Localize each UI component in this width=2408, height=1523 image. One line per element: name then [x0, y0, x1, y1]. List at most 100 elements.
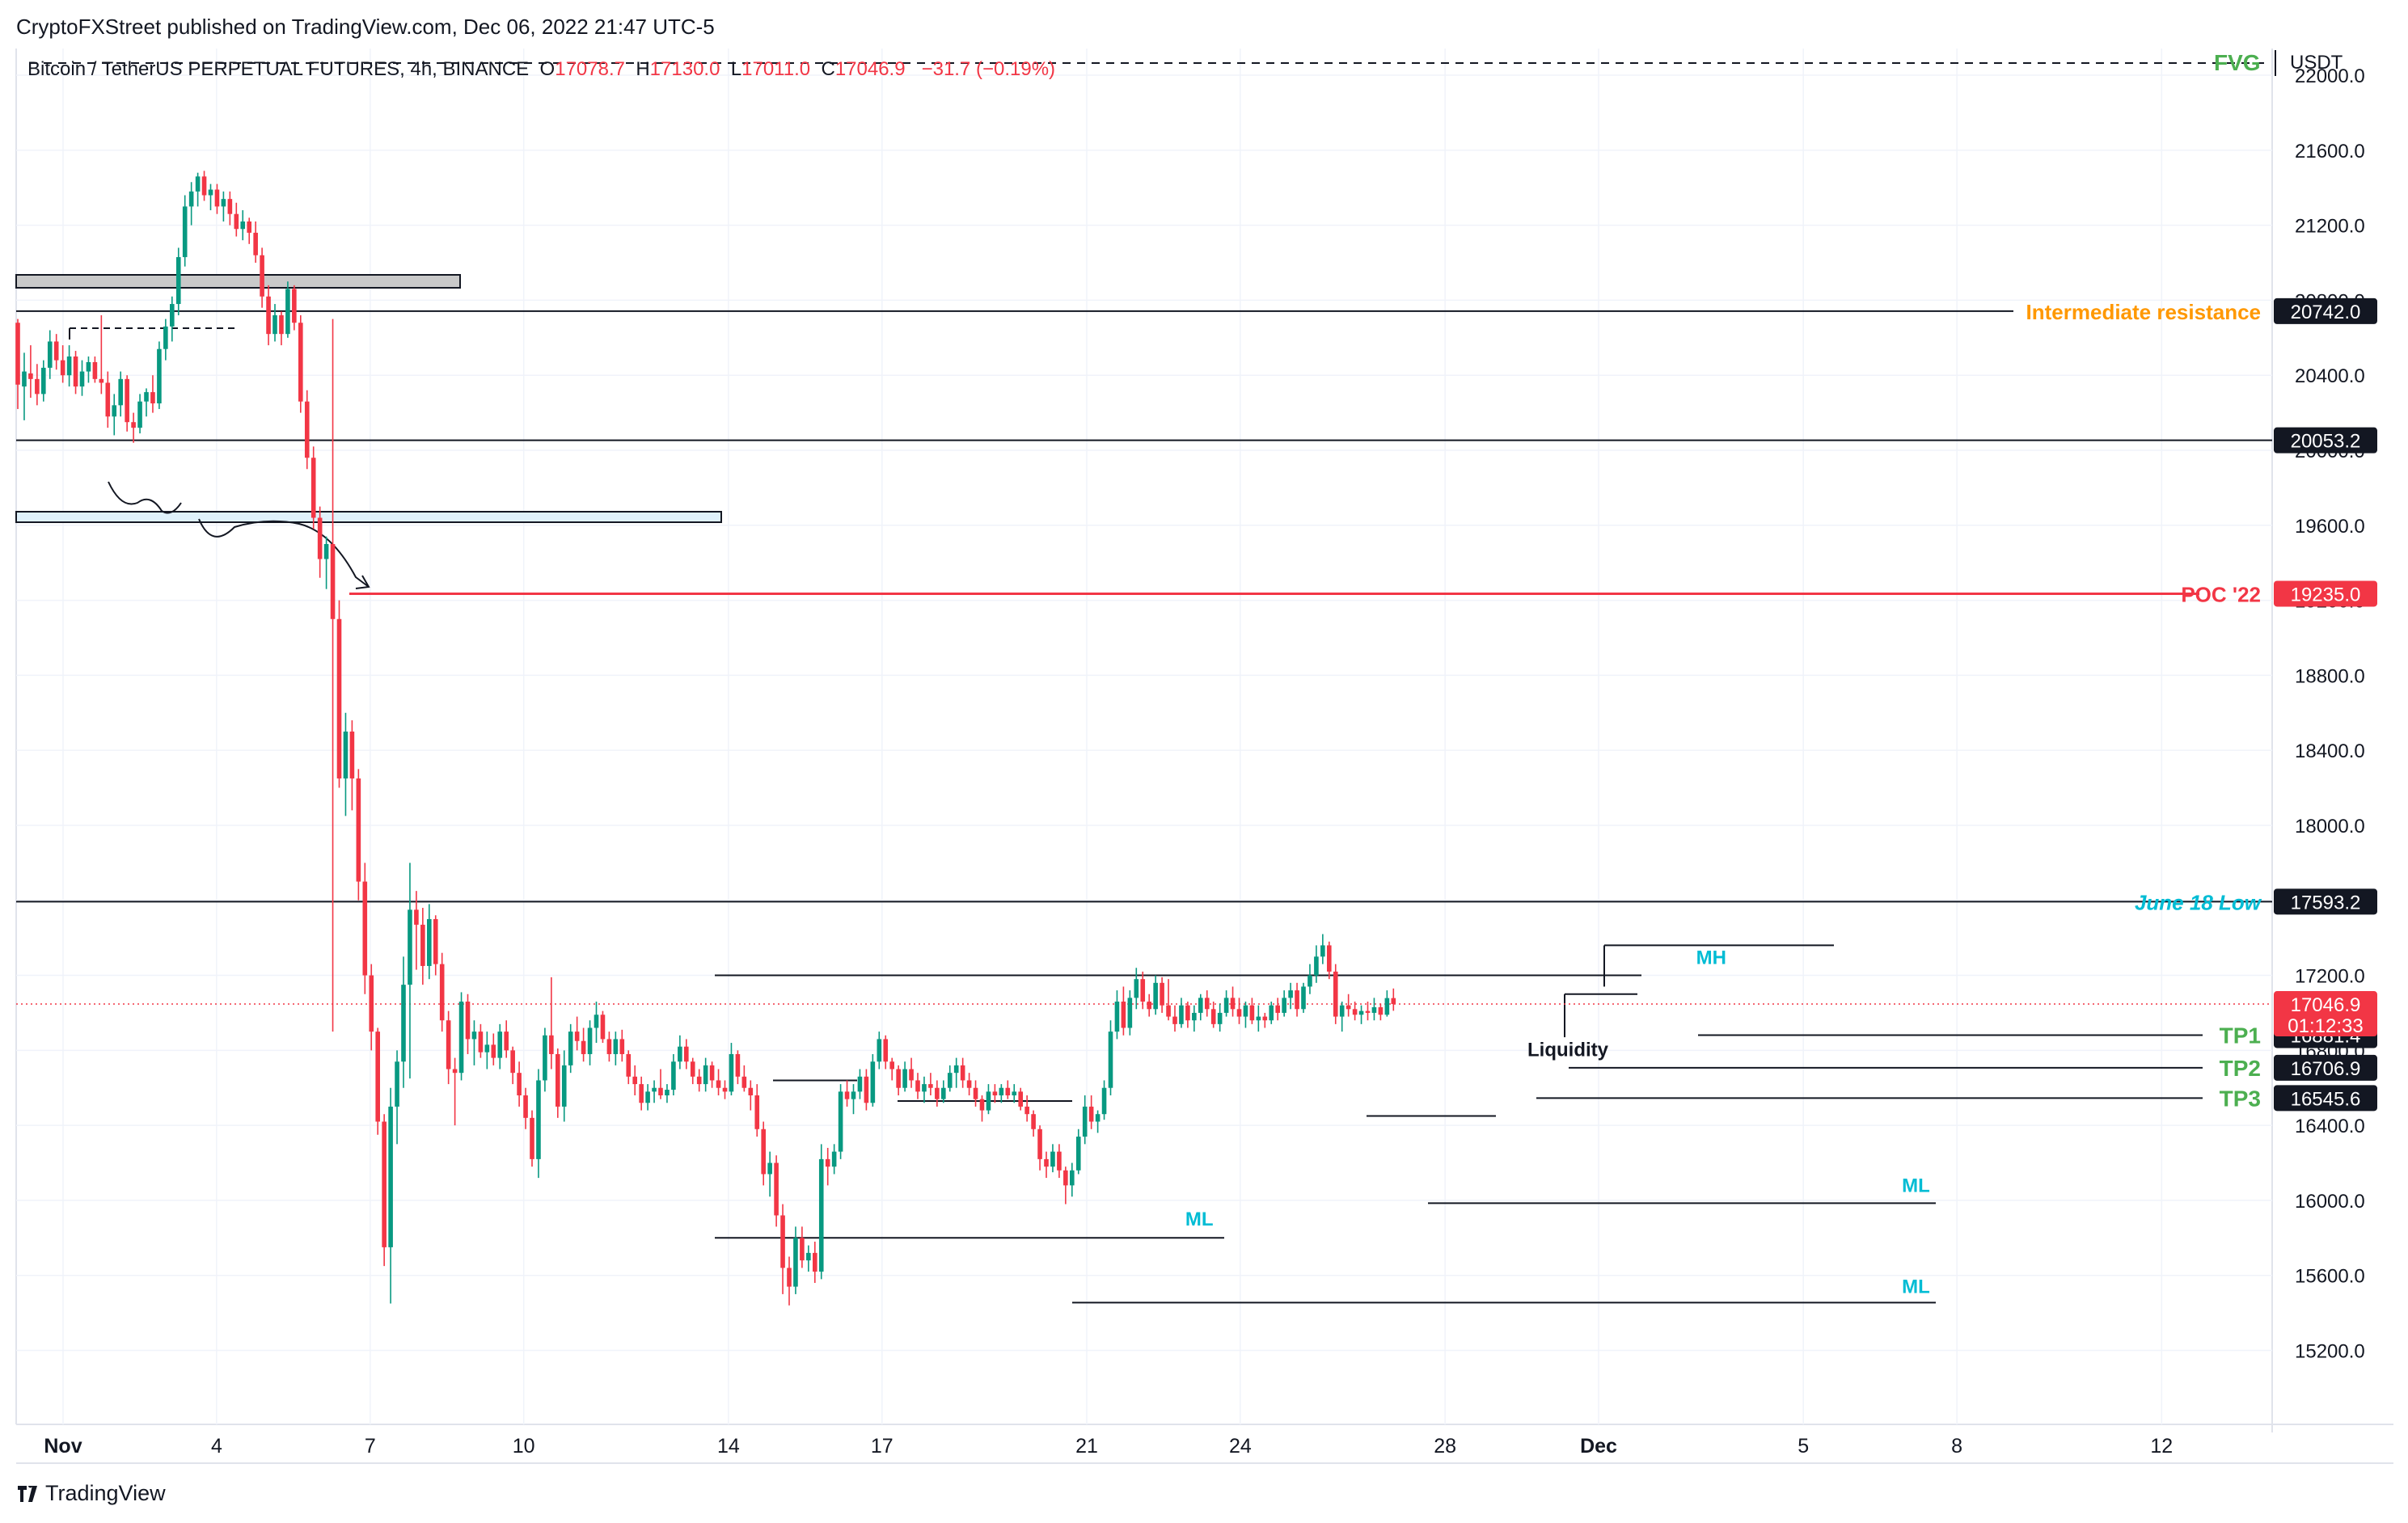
last-price-label: 17046.9 — [2291, 994, 2361, 1016]
time-axis[interactable]: Nov 4 7 10 14 17 21 24 28 Dec 5 8 12 — [44, 1435, 2173, 1458]
annotation-label: MH — [1696, 947, 1726, 969]
candle-body — [240, 221, 246, 230]
last-price-tag-box — [2274, 991, 2377, 1037]
fvg-zone-box — [15, 511, 722, 523]
candle-body — [851, 1091, 856, 1099]
candle-body — [889, 1061, 894, 1069]
candle-body — [709, 1065, 715, 1081]
symbol-name: Bitcoin / TetherUS PERPETUAL FUTURES, 4h… — [27, 58, 530, 80]
price-tag-box — [2274, 888, 2377, 915]
time-tick-label: 10 — [513, 1435, 535, 1458]
candle-body — [408, 909, 412, 985]
candle-body — [465, 1002, 471, 1040]
candle-body — [35, 378, 40, 394]
candle-body — [86, 361, 91, 372]
candle-body — [208, 189, 213, 196]
candle-body — [1018, 1091, 1023, 1107]
candle-body — [729, 1053, 734, 1092]
candle-body — [806, 1252, 811, 1261]
level-name-label: Intermediate resistance — [2026, 300, 2261, 324]
price-tick-label: 21200.0 — [2295, 216, 2365, 238]
candle-body — [336, 618, 342, 778]
candle-body — [317, 517, 323, 559]
candle-body — [767, 1162, 772, 1175]
candle-body — [1333, 971, 1338, 1017]
level-name-label: TP3 — [2220, 1086, 2261, 1111]
candle-body — [15, 323, 20, 385]
candle-body — [530, 1117, 534, 1159]
candle-body — [175, 257, 181, 305]
candle-body — [22, 371, 27, 387]
price-tick-label: 20400.0 — [2295, 365, 2365, 387]
candle-body — [1352, 1009, 1358, 1015]
candle-body — [1075, 1137, 1081, 1171]
ohlc-values: O17078.7 H17130.0 L17011.0 C17046.9 −31.… — [534, 58, 1056, 80]
open-key: O — [539, 58, 556, 80]
candle-body — [221, 199, 226, 207]
low-key: L — [730, 58, 742, 80]
candle-body — [883, 1039, 889, 1062]
price-tick-label: 17200.0 — [2295, 966, 2365, 988]
candle-body — [414, 909, 419, 925]
chart-drawings — [15, 62, 2272, 1304]
candle-body — [947, 1073, 953, 1088]
candle-body — [1314, 956, 1319, 976]
candle-body — [1153, 982, 1158, 1010]
time-tick-label: 5 — [1798, 1435, 1809, 1458]
symbol-legend[interactable]: Bitcoin / TetherUS PERPETUAL FUTURES, 4h… — [27, 58, 1055, 81]
candle-body — [1384, 998, 1390, 1015]
candle-body — [517, 1073, 522, 1096]
candle-body — [427, 918, 432, 966]
price-axis[interactable]: 15200.015600.016000.016400.016800.017200… — [2274, 50, 2377, 1363]
candle-body — [1127, 998, 1133, 1028]
time-tick-label: 8 — [1951, 1435, 1962, 1458]
annotation-label: ML — [1902, 1175, 1930, 1196]
candle-body — [818, 1158, 824, 1272]
candle-body — [935, 1087, 940, 1099]
candle-series — [15, 171, 1396, 1306]
currency-label[interactable]: USDT — [2290, 52, 2343, 74]
candle-body — [825, 1158, 830, 1167]
candle-body — [1320, 945, 1325, 957]
chart-overlay: MH Liquidity ML ML ML Intermediate resistance… — [1185, 300, 2262, 1298]
candle-body — [606, 1039, 612, 1054]
brand-name: TradingView — [45, 1481, 166, 1505]
candle-body — [471, 1032, 477, 1040]
time-tick-label: 24 — [1229, 1435, 1252, 1458]
candle-body — [99, 378, 104, 383]
candle-body — [626, 1053, 632, 1077]
time-tick-label: Nov — [44, 1435, 82, 1458]
candle-body — [1050, 1151, 1055, 1167]
candle-body — [452, 1069, 458, 1074]
candle-body — [362, 881, 368, 976]
price-tick-label: 22000.0 — [2295, 65, 2365, 87]
candle-body — [41, 367, 46, 394]
open-value: 17078.7 — [555, 58, 625, 80]
candle-body — [1327, 945, 1332, 972]
fvg-label: FVG — [2214, 50, 2261, 75]
candle-body — [1295, 990, 1299, 1010]
price-tag-label: 20053.2 — [2291, 431, 2361, 453]
price-tag-label: 20742.0 — [2291, 302, 2361, 323]
candle-body — [356, 778, 361, 882]
candle-body — [960, 1065, 965, 1081]
candle-body — [323, 543, 329, 559]
candle-body — [137, 401, 142, 428]
candle-body — [1358, 1010, 1364, 1015]
candle-body — [1275, 1005, 1280, 1013]
candle-body — [568, 1032, 573, 1065]
candle-body — [928, 1084, 933, 1088]
candle-body — [439, 964, 445, 1021]
candle-body — [973, 1087, 978, 1099]
candle-body — [953, 1065, 959, 1074]
candle-body — [1371, 1006, 1377, 1013]
candle-body — [658, 1087, 663, 1096]
candle-body — [157, 348, 162, 404]
candle-body — [388, 1106, 393, 1247]
time-tick-label: 14 — [717, 1435, 740, 1458]
candle-body — [1288, 990, 1293, 998]
candle-body — [735, 1053, 741, 1077]
candle-body — [234, 213, 239, 230]
candle-body — [1204, 998, 1210, 1010]
